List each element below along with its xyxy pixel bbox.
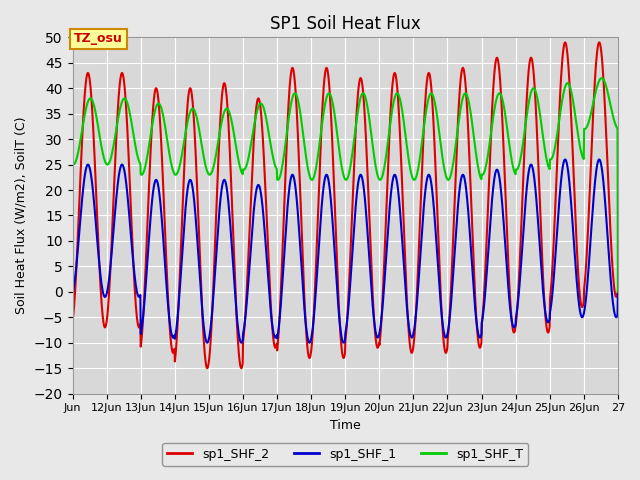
Line: sp1_SHF_1: sp1_SHF_1	[72, 159, 618, 343]
Line: sp1_SHF_2: sp1_SHF_2	[72, 42, 618, 368]
sp1_SHF_T	[154, 101, 162, 107]
Line: sp1_SHF_T: sp1_SHF_T	[72, 78, 618, 292]
sp1_SHF_2	[154, 92, 162, 97]
Legend: sp1_SHF_2, sp1_SHF_1, sp1_SHF_T: sp1_SHF_2, sp1_SHF_1, sp1_SHF_T	[162, 443, 529, 466]
sp1_SHF_2	[332, 211, 339, 216]
sp1_SHF_T	[554, 129, 561, 135]
sp1_SHF_1	[554, 218, 562, 224]
sp1_SHF_1	[474, 329, 482, 335]
sp1_SHF_2	[554, 142, 562, 148]
sp1_SHF_T	[607, 105, 615, 111]
sp1_SHF_1	[154, 181, 162, 187]
sp1_SHF_2	[237, 365, 245, 371]
sp1_SHF_1	[595, 156, 603, 162]
sp1_SHF_1	[306, 340, 314, 346]
sp1_SHF_1	[614, 289, 621, 295]
sp1_SHF_1	[321, 176, 328, 182]
sp1_SHF_1	[68, 291, 76, 297]
Y-axis label: Soil Heat Flux (W/m2), SoilT (C): Soil Heat Flux (W/m2), SoilT (C)	[15, 117, 28, 314]
sp1_SHF_2	[474, 336, 482, 341]
sp1_SHF_T	[321, 105, 328, 110]
sp1_SHF_T	[68, 161, 76, 167]
Title: SP1 Soil Heat Flux: SP1 Soil Heat Flux	[270, 15, 420, 33]
sp1_SHF_2	[321, 72, 328, 78]
sp1_SHF_T	[331, 112, 339, 118]
sp1_SHF_2	[595, 39, 603, 45]
sp1_SHF_T	[614, 289, 621, 295]
sp1_SHF_2	[614, 289, 621, 295]
sp1_SHF_1	[332, 256, 339, 262]
X-axis label: Time: Time	[330, 419, 360, 432]
sp1_SHF_1	[607, 286, 615, 291]
sp1_SHF_T	[598, 75, 605, 81]
Text: TZ_osu: TZ_osu	[74, 33, 123, 46]
sp1_SHF_2	[68, 319, 76, 324]
sp1_SHF_2	[607, 248, 615, 254]
sp1_SHF_T	[474, 161, 481, 167]
